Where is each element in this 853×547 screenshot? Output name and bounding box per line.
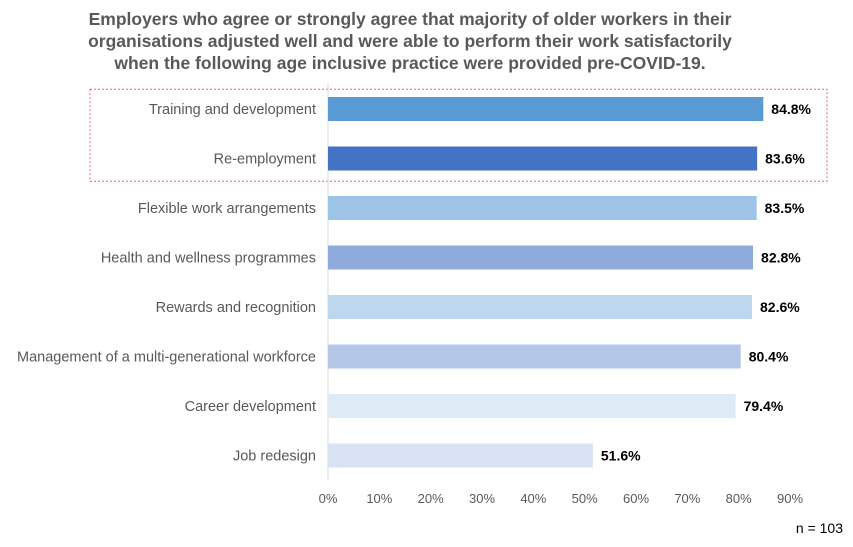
data-label: 82.8%	[761, 250, 801, 266]
x-tick-label: 0%	[319, 491, 338, 506]
x-tick-label: 40%	[520, 491, 546, 506]
x-tick-label: 10%	[366, 491, 392, 506]
bar	[328, 295, 753, 319]
bar	[328, 146, 758, 171]
category-label: Health and wellness programmes	[101, 251, 316, 267]
x-tick-label: 20%	[418, 491, 444, 506]
data-label: 82.6%	[760, 299, 800, 315]
sample-size-note: n = 103	[795, 520, 843, 536]
bar	[328, 245, 754, 270]
x-tick-label: 50%	[572, 491, 598, 506]
category-label: Re-employment	[214, 152, 316, 168]
data-label: 79.4%	[744, 398, 784, 414]
bar	[328, 196, 757, 220]
category-label: Training and development	[149, 102, 316, 118]
data-label: 83.5%	[765, 200, 805, 216]
data-label: 84.8%	[771, 101, 811, 117]
bar	[328, 344, 741, 369]
x-tick-label: 80%	[726, 491, 752, 506]
x-tick-label: 60%	[623, 491, 649, 506]
category-label: Management of a multi-generational workf…	[17, 350, 316, 366]
chart-title-line: organisations adjusted well and were abl…	[88, 31, 732, 51]
highlight-box	[89, 88, 828, 182]
category-label: Flexible work arrangements	[138, 201, 316, 217]
category-label: Job redesign	[233, 449, 316, 465]
bar	[328, 97, 764, 121]
data-label: 51.6%	[601, 448, 641, 464]
x-tick-label: 70%	[674, 491, 700, 506]
data-label: 80.4%	[749, 349, 789, 365]
chart-title: Employers who agree or strongly agree th…	[0, 8, 820, 74]
category-label: Career development	[185, 399, 316, 415]
category-label: Rewards and recognition	[156, 300, 316, 316]
chart-title-line: when the following age inclusive practic…	[114, 53, 706, 73]
x-tick-label: 90%	[777, 491, 803, 506]
data-label: 83.6%	[765, 151, 805, 167]
x-tick-label: 30%	[469, 491, 495, 506]
bar	[328, 443, 593, 468]
bar	[328, 394, 736, 418]
chart-title-line: Employers who agree or strongly agree th…	[88, 9, 732, 29]
